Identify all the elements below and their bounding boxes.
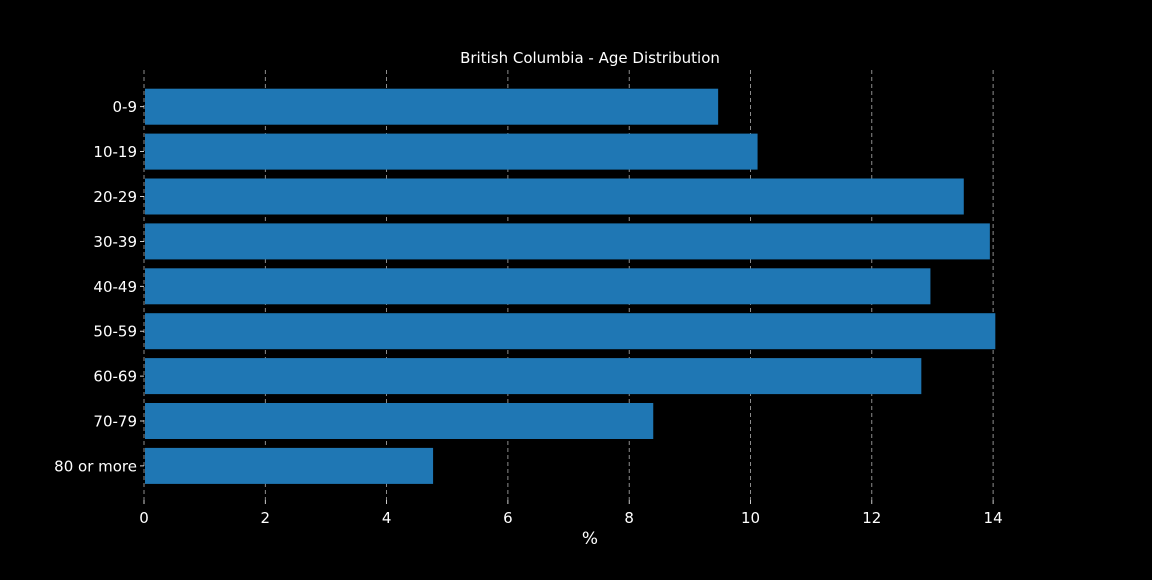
x-tick-label: 0 <box>139 509 149 527</box>
y-tick-label: 30-39 <box>93 233 137 251</box>
y-tick-label: 60-69 <box>93 368 137 386</box>
y-tick-labels: 0-9 10-19 20-29 30-39 40-49 50-59 60-69 70-79 80… <box>54 98 144 475</box>
y-tick-label: 80 or more <box>54 457 137 475</box>
bar <box>145 358 922 395</box>
bar <box>145 313 996 350</box>
x-tick-label: 4 <box>382 509 392 527</box>
y-tick-label: 20-29 <box>93 188 137 206</box>
x-tick-label: 8 <box>624 509 634 527</box>
chart-title: British Columbia - Age Distribution <box>460 49 720 67</box>
x-tick-label: 12 <box>862 509 881 527</box>
bar <box>145 403 654 439</box>
x-tick-labels: 0 2 4 6 8 10 12 14 <box>139 500 1003 527</box>
bar <box>145 133 758 170</box>
bar <box>145 178 964 215</box>
y-tick-label: 70-79 <box>93 413 137 431</box>
y-tick-label: 10-19 <box>93 143 137 161</box>
y-tick-label: 40-49 <box>93 278 137 296</box>
bar <box>145 268 931 305</box>
y-tick-label: 50-59 <box>93 323 137 341</box>
x-axis-label: % <box>582 529 598 549</box>
x-tick-label: 14 <box>984 509 1003 527</box>
bar <box>145 88 719 125</box>
y-tick-label: 0-9 <box>113 98 138 116</box>
bar <box>145 447 434 484</box>
bar <box>145 223 990 260</box>
bars <box>145 88 996 484</box>
x-tick-label: 2 <box>261 509 271 527</box>
x-tick-label: 6 <box>503 509 513 527</box>
x-tick-label: 10 <box>741 509 760 527</box>
